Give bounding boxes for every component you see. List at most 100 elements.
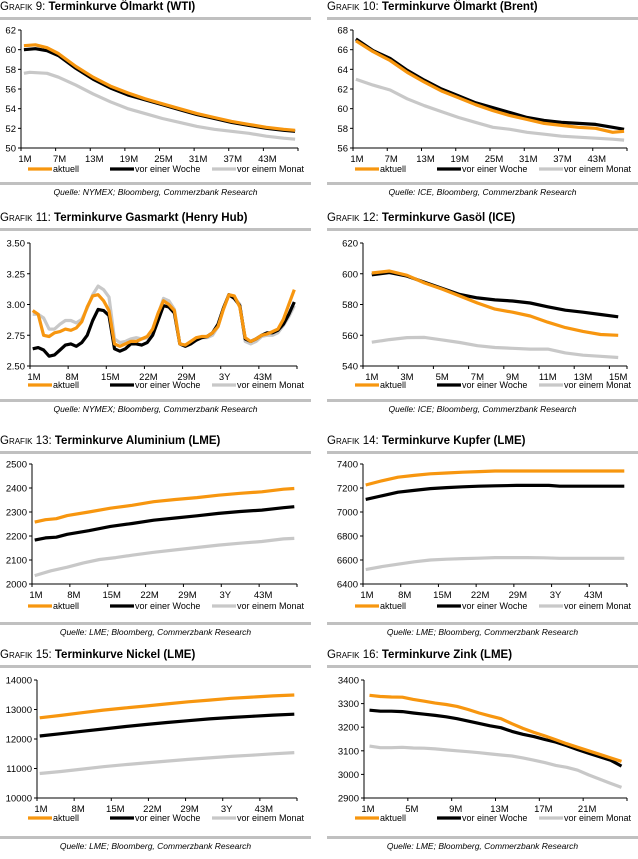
chart-panel-nickel: Grafik 15: Terminkurve Nickel (LME) 10000… — [0, 648, 311, 852]
series-line-aktuell — [365, 469, 625, 487]
y-tick-label: 3400 — [338, 676, 359, 687]
legend-item: vor einer Woche — [110, 601, 200, 611]
chart-number-label: Grafik 11: — [0, 212, 51, 224]
y-tick-label: 3.00 — [7, 300, 26, 311]
legend-item: aktuell — [28, 380, 79, 390]
legend-label: vor einem Monat — [237, 813, 305, 823]
chart-title-text: Terminkurve Zink (LME) — [381, 649, 513, 661]
legend-label: aktuell — [380, 813, 406, 823]
legend-label: vor einer Woche — [462, 380, 527, 390]
y-tick-label: 12000 — [6, 735, 32, 746]
y-tick-label: 7400 — [337, 460, 358, 471]
y-tick-label: 6800 — [337, 532, 358, 543]
y-tick-label: 2400 — [6, 484, 27, 495]
series-line-aktuell — [355, 39, 625, 134]
y-tick-label: 6600 — [337, 556, 358, 567]
source-note: Quelle: NYMEX; Bloomberg, Commerzbank Re… — [53, 187, 258, 197]
legend-item: vor einer Woche — [437, 601, 527, 611]
series-line-aktuell — [369, 693, 622, 763]
title-divider — [327, 665, 638, 668]
series-line-aktuell — [31, 289, 296, 348]
series-line-vor-einer-woche — [39, 712, 295, 738]
y-tick-label: 64 — [337, 65, 348, 76]
chart-number-label: Grafik 10: — [327, 1, 379, 13]
chart-panel-kupfer: Grafik 14: Terminkurve Kupfer (LME) 6400 6… — [327, 434, 638, 638]
y-tick-label: 56 — [337, 144, 348, 155]
x-tick-label: 15M — [102, 590, 121, 601]
chart-title-text: Terminkurve Ölmarkt (Brent) — [381, 1, 538, 13]
y-tick-label: 66 — [337, 45, 348, 56]
x-tick-label: 13M — [490, 804, 509, 815]
x-tick-label: 13M — [416, 154, 435, 165]
chart-number-label: Grafik 13: — [0, 435, 52, 447]
chart-panel-gasoel: Grafik 12: Terminkurve Gasöl (ICE) 540 560… — [327, 211, 638, 415]
series-line-vor-einem-monat — [39, 751, 295, 776]
chart-title-text: Terminkurve Gasöl (ICE) — [381, 212, 516, 224]
chart-title-text: Terminkurve Ölmarkt (WTI) — [48, 1, 196, 13]
x-tick-label: 43M — [254, 590, 273, 601]
chart-number-label: Grafik 12: — [327, 212, 379, 224]
chart-panel-wti: Grafik 9: Terminkurve Ölmarkt (WTI) 50 52 5… — [0, 0, 311, 198]
legend-item: vor einem Monat — [539, 601, 632, 611]
source-divider — [0, 399, 311, 402]
source-note: Quelle: ICE; Bloomberg, Commerzbank Rese… — [388, 404, 577, 414]
series-line-vor-einer-woche — [369, 708, 623, 768]
series-line-aktuell — [34, 486, 295, 524]
x-tick-label: 5M — [405, 804, 418, 815]
legend-item: vor einem Monat — [212, 813, 305, 823]
source-note: Quelle: LME; Bloomberg, Commerzbank Rese… — [386, 627, 579, 637]
x-tick-label: 3Y — [219, 372, 231, 383]
chart-title: Grafik 11: Terminkurve Gasmarkt (Henry H… — [0, 211, 311, 225]
y-tick-label: 7000 — [337, 508, 358, 519]
y-tick-label: 2100 — [6, 556, 27, 567]
series-line-vor-einem-monat — [32, 284, 296, 348]
source-divider — [327, 836, 638, 839]
y-tick-label: 560 — [342, 331, 358, 342]
legend-label: vor einer Woche — [135, 601, 200, 611]
x-tick-label: 1M — [361, 804, 374, 815]
legend-label: aktuell — [53, 164, 79, 174]
series-line-vor-einer-woche — [34, 505, 295, 542]
legend-label: aktuell — [53, 601, 79, 611]
x-tick-label: 7M — [385, 154, 398, 165]
x-tick-label: 1M — [27, 372, 40, 383]
chart-panel-aluminium: Grafik 13: Terminkurve Aluminium (LME) 20… — [0, 434, 311, 638]
y-tick-label: 580 — [342, 300, 358, 311]
x-tick-label: 21M — [578, 804, 597, 815]
chart-number-label: Grafik 16: — [327, 649, 379, 661]
y-tick-label: 62 — [5, 26, 16, 37]
series-line-aktuell — [371, 269, 619, 337]
source-note: Quelle: LME; Bloomberg, Commerzbank Rese… — [386, 841, 579, 851]
legend-label: vor einem Monat — [237, 601, 305, 611]
y-tick-label: 2000 — [6, 580, 27, 591]
x-tick-label: 43M — [584, 590, 603, 601]
chart-title: Grafik 10: Terminkurve Ölmarkt (Brent) — [327, 0, 638, 14]
legend-label: vor einer Woche — [135, 813, 200, 823]
legend-item: vor einer Woche — [110, 380, 200, 390]
series-line-vor-einer-woche — [365, 483, 625, 501]
x-tick-label: 1M — [18, 154, 31, 165]
title-divider — [327, 451, 638, 454]
y-tick-label: 11000 — [6, 764, 32, 775]
legend-item: vor einer Woche — [437, 813, 527, 823]
x-tick-label: 37M — [224, 154, 243, 165]
x-tick-label: 7M — [53, 154, 66, 165]
title-divider — [0, 17, 311, 20]
x-tick-label: 29M — [180, 804, 199, 815]
legend-label: aktuell — [380, 164, 406, 174]
legend-item: aktuell — [28, 601, 79, 611]
series-line-vor-einem-monat — [23, 70, 296, 141]
x-tick-label: 3Y — [221, 804, 233, 815]
y-tick-label: 68 — [337, 26, 348, 37]
x-tick-label: 1M — [360, 590, 373, 601]
y-tick-label: 2300 — [6, 508, 27, 519]
legend-label: vor einem Monat — [564, 601, 632, 611]
source-note: Quelle: ICE, Bloomberg, Commerzbank Rese… — [388, 187, 577, 197]
legend-label: aktuell — [380, 380, 406, 390]
chart-title-text: Terminkurve Aluminium (LME) — [54, 435, 221, 447]
x-tick-label: 43M — [258, 154, 277, 165]
legend-item: vor einer Woche — [437, 380, 527, 390]
legend-item: vor einem Monat — [212, 380, 305, 390]
legend-item: vor einem Monat — [212, 164, 305, 174]
y-tick-label: 3000 — [338, 770, 359, 781]
